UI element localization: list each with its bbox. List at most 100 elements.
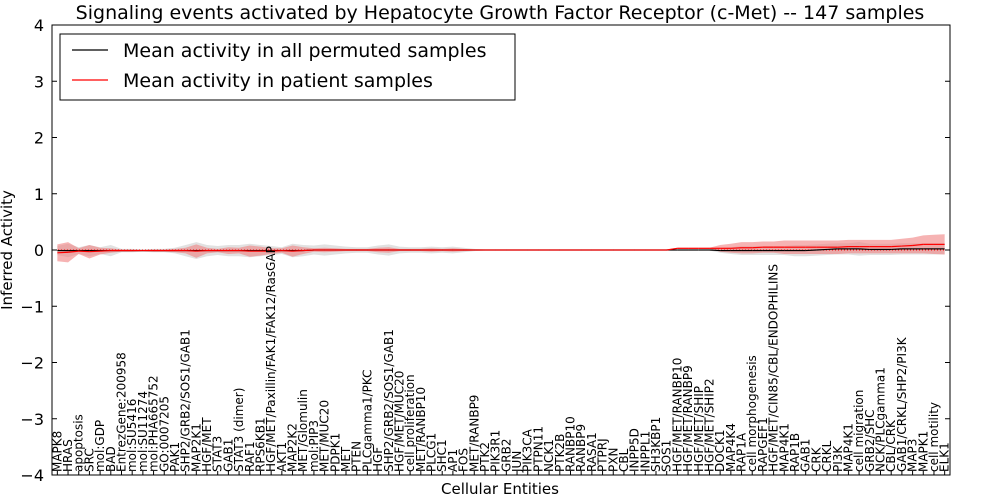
x-tick-label: HGF/MET/Paxillin/FAK1/FAK12/RasGAP (264, 246, 278, 472)
x-tick-label: CBL (617, 448, 631, 472)
x-tick-label: EntrezGene:200958 (114, 352, 128, 472)
x-tick-label: CRK (809, 446, 823, 472)
x-tick-label: PTEN (350, 441, 364, 472)
x-tick-label: cell morphogenesis (745, 355, 759, 472)
patient-mean-segment (901, 244, 913, 247)
x-tick-label: GRB2 (499, 438, 513, 472)
x-tick-label: RANBP9 (574, 424, 588, 472)
x-tick-label: HGF/MET/SHIP (692, 386, 706, 472)
x-tick-label: MAP2K1 (189, 423, 203, 472)
x-tick-label: HGF/MET/CIN85/CBL/ENDOPHILINS (767, 264, 781, 472)
x-tick-label: PLCgamma1/PKC (360, 369, 374, 472)
y-tick-label: 2 (34, 129, 44, 148)
plot-layer: −4 −3 −2 −1 0 1 2 3 4 MAPK8HRASapoptosisSRCmol:GD… (20, 16, 951, 485)
x-tick-label: AKT1 (275, 442, 289, 472)
x-tick-label: MAP3 (906, 439, 920, 472)
y-tick-label: −1 (20, 297, 44, 316)
chart-title: Signaling events activated by Hepatocyte… (76, 2, 925, 24)
x-tick-label: PI3K (831, 445, 845, 472)
x-tick-label: PTPN11 (531, 426, 545, 472)
legend-label-permuted: Mean activity in all permuted samples (123, 40, 486, 62)
y-tick-label: 1 (34, 185, 44, 204)
x-tick-label: HRAS (61, 439, 75, 472)
x-tick-label: mol:SU5416 (125, 399, 139, 472)
patient-mean-segment (196, 249, 208, 252)
x-tick-label: mol:GDP (93, 420, 107, 472)
patient-mean-segment (292, 249, 304, 252)
x-tick-label: MET/RANBP9 (467, 395, 481, 472)
y-axis-label: Inferred Activity (0, 190, 16, 310)
patient-mean-segment (891, 245, 902, 248)
patient-mean-segment (666, 247, 678, 251)
x-axis-label: Cellular Entities (441, 480, 559, 498)
y-tick-label: 0 (34, 241, 44, 260)
patient-mean-segment (730, 247, 742, 249)
x-tick-label: STAT3 (dimer) (232, 388, 246, 472)
patient-mean-segment (78, 250, 90, 253)
x-tick-label: HGF/MET/RANBP10 (670, 358, 684, 472)
x-tick-label: PDPK1 (328, 433, 342, 472)
x-tick-label: FOS (457, 448, 471, 472)
legend-label-patient: Mean activity in patient samples (123, 70, 433, 92)
y-tick-label: −3 (20, 410, 44, 429)
patient-mean-segment (912, 243, 924, 247)
patient-band (57, 234, 945, 263)
x-tick-label: MAP2K2 (286, 423, 300, 472)
y-tick-label: 3 (34, 72, 44, 91)
x-tick-label: HGF/MET/RANBP9 (681, 365, 695, 472)
patient-mean-segment (57, 251, 69, 254)
x-tick-label: PLCG1 (425, 433, 439, 472)
patient-mean-segment (67, 250, 79, 253)
x-tick-label: HGF/MET (200, 417, 214, 472)
x-tick-label: HGF (371, 447, 385, 472)
permuted-mean-segment (859, 248, 870, 251)
x-tick-label: RPS6KB1 (253, 417, 267, 472)
x-tick-label: apoptosis (72, 414, 86, 472)
x-tick-label: INPP5D (628, 428, 642, 472)
x-tick-label: MET/MUC20 (318, 400, 332, 472)
x-tick-label: cell motility (927, 402, 941, 472)
x-tick-label: HGF/MET/SHIP2 (702, 378, 716, 472)
x-tick-label: RANBP10 (563, 416, 577, 472)
x-tick-label: CBL/CRK (884, 419, 898, 472)
x-tick-label: SH3KBP1 (649, 417, 663, 472)
x-tick-label: INPPL1 (638, 431, 652, 472)
x-tick-label: PTK2 (478, 442, 492, 472)
x-tick-label: PIK3CA (521, 428, 535, 472)
x-tick-label: MAP4K1 (841, 423, 855, 472)
legend-box (59, 33, 516, 101)
x-tick-label: MAPK1 (916, 431, 930, 472)
x-tick-label: MAP4K4 (724, 423, 738, 472)
x-tick-label: GAB1/CRKL/SHP2/PI3K (895, 336, 909, 472)
x-tick-label: MAPK8 (50, 431, 64, 472)
x-tick-label: RASA1 (585, 432, 599, 472)
x-tick-label: cell migration (852, 390, 866, 472)
patient-mean-segment (185, 249, 197, 252)
x-tick-label: cell proliferation (403, 374, 417, 472)
x-tick-label: NCK/PLCgamma1 (874, 367, 888, 472)
patient-mean-series (57, 243, 945, 254)
x-tick-label: PAK1 (168, 442, 182, 472)
x-tick-label: STAT3 (211, 436, 225, 472)
permuted-mean-segment (709, 249, 721, 252)
permuted-mean-segment (827, 248, 838, 251)
x-tick-label: mol:PIP3 (307, 420, 321, 472)
x-tick-label: mol:SU11274 (136, 391, 150, 472)
x-tick-label: SHP2/GRB2/SOS1/GAB1 (382, 329, 396, 472)
x-tick-label: GO:0007205 (157, 396, 171, 472)
x-tick-label: PXN (606, 448, 620, 472)
permuted-mean-segment (816, 248, 828, 251)
permuted-mean-segment (891, 248, 902, 251)
x-tick-label: MAP4K1 (777, 423, 791, 472)
patient-mean-segment (271, 249, 282, 252)
x-tick-label: PTK2B (553, 434, 567, 472)
x-tick-label: JUN (510, 451, 524, 473)
x-tick-label: MET/RANBP10 (414, 387, 428, 472)
patient-mean-segment (837, 246, 849, 248)
x-tick-label: PTPRJ (596, 438, 610, 472)
x-tick-label: SHP2/GRB2/SOS1/GAB1 (179, 329, 193, 472)
x-tick-label: GAB1 (221, 439, 235, 472)
patient-mean-segment (239, 249, 250, 252)
patient-mean-segment (281, 249, 293, 252)
